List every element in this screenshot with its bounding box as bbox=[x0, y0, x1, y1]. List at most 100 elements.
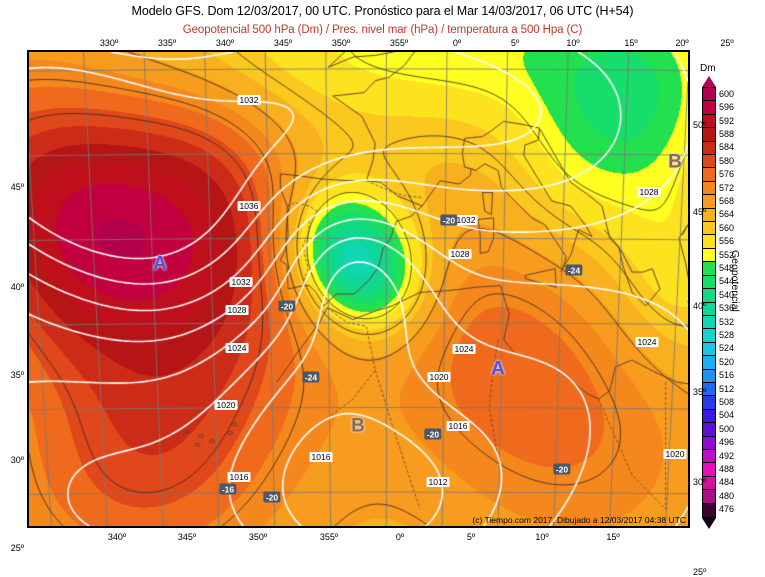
colorbar-swatch bbox=[703, 101, 715, 115]
pressure-contour-label: 1028 bbox=[448, 249, 472, 259]
axis-tick-lon-top: 25º bbox=[720, 38, 734, 48]
colorbar-strip bbox=[702, 87, 716, 518]
axis-tick-lon-top: 340º bbox=[215, 38, 235, 48]
axis-tick-lon-bottom: 15º bbox=[606, 532, 620, 542]
colorbar-title: Geopotencial bbox=[729, 250, 741, 312]
colorbar-tick-label: 492 bbox=[719, 450, 735, 461]
colorbar-swatch bbox=[703, 503, 715, 517]
colorbar-swatch bbox=[703, 436, 715, 450]
temperature-contour-label: -20 bbox=[278, 300, 296, 312]
colorbar-tick-label: 588 bbox=[719, 128, 735, 139]
pressure-contour-label: 1016 bbox=[309, 452, 333, 462]
colorbar-tick-label: 532 bbox=[719, 316, 735, 327]
axis-tick-lon-top: 15º bbox=[624, 38, 638, 48]
colorbar-swatch bbox=[703, 248, 715, 263]
colorbar-tick-label: 548 bbox=[719, 262, 735, 273]
page-subtitle: Geopotencial 500 hPa (Dm) / Pres. nivel … bbox=[182, 24, 583, 36]
colorbar-swatch bbox=[703, 463, 715, 477]
pressure-contour-label: 1028 bbox=[225, 305, 249, 315]
colorbar-tick-label: 556 bbox=[719, 236, 735, 247]
temperature-contour-label: -16 bbox=[219, 483, 237, 495]
colorbar-tick-label: 496 bbox=[719, 437, 735, 448]
temperature-contour-label: -24 bbox=[565, 264, 583, 276]
colorbar-swatch bbox=[703, 423, 715, 437]
colorbar-swatch bbox=[703, 342, 715, 357]
axis-tick-lat-left: 25º bbox=[10, 543, 24, 553]
colorbar-tick-label: 564 bbox=[719, 209, 735, 220]
pressure-contour-label: 1020 bbox=[214, 400, 238, 410]
high-pressure-marker: A bbox=[153, 253, 167, 275]
high-pressure-marker: A bbox=[491, 358, 505, 380]
colorbar-swatch bbox=[703, 88, 715, 102]
axis-tick-lat-right: 45º bbox=[693, 207, 707, 217]
colorbar-tick-label: 536 bbox=[719, 303, 735, 314]
credit-text: (c) Tiempo.com 2017. Dibujado a 12/03/20… bbox=[472, 515, 686, 525]
axis-tick-lon-top: 5º bbox=[510, 38, 520, 48]
axis-tick-lon-top: 330º bbox=[99, 38, 119, 48]
colorbar-tick-label: 512 bbox=[719, 383, 735, 394]
temperature-contour-label: -20 bbox=[424, 428, 442, 440]
colorbar-swatch bbox=[703, 329, 715, 343]
colorbar-tick-label: 484 bbox=[719, 477, 735, 488]
colorbar-swatch bbox=[703, 409, 715, 424]
colorbar-swatch bbox=[703, 369, 715, 383]
low-pressure-marker: B bbox=[668, 151, 682, 173]
colorbar-tick-label: 524 bbox=[719, 343, 735, 354]
colorbar-tick-label: 508 bbox=[719, 397, 735, 408]
pressure-contour-label: 1024 bbox=[225, 343, 249, 353]
low-pressure-marker: B bbox=[351, 415, 365, 437]
axis-tick-lon-top: 0º bbox=[452, 38, 462, 48]
colorbar-swatch bbox=[703, 382, 715, 397]
axis-tick-lon-bottom: 5º bbox=[466, 532, 476, 542]
colorbar-swatch bbox=[703, 356, 715, 370]
pressure-contour-label: 1028 bbox=[637, 187, 661, 197]
colorbar-arrow-up-icon bbox=[702, 76, 716, 87]
pressure-contour-label: 1032 bbox=[454, 215, 478, 225]
pressure-contour-label: 1020 bbox=[663, 449, 687, 459]
temperature-contour-label: -20 bbox=[553, 463, 571, 475]
colorbar-swatch bbox=[703, 208, 715, 223]
colorbar-swatch bbox=[703, 235, 715, 249]
colorbar-arrow-down-icon bbox=[702, 518, 716, 529]
colorbar-tick-label: 596 bbox=[719, 102, 735, 113]
map-annotation-layer: 1032 1036 1032 1028 1032 1028 1028 1024 1024 1024… bbox=[29, 52, 688, 526]
weather-chart-page: Modelo GFS. Dom 12/03/2017, 00 UTC. Pron… bbox=[10, 4, 741, 577]
colorbar-tick-label: 560 bbox=[719, 222, 735, 233]
axis-tick-lon-bottom: 0º bbox=[395, 532, 405, 542]
weather-map[interactable]: 1032 1036 1032 1028 1032 1028 1028 1024 1024 1024… bbox=[27, 50, 690, 528]
colorbar-swatch bbox=[703, 155, 715, 169]
colorbar-tick-label: 500 bbox=[719, 423, 735, 434]
axis-tick-lon-top: 20º bbox=[675, 38, 689, 48]
colorbar-tick-label: 540 bbox=[719, 289, 735, 300]
axis-tick-lon-top: 355º bbox=[389, 38, 409, 48]
colorbar-tick-label: 580 bbox=[719, 155, 735, 166]
pressure-contour-label: 1036 bbox=[237, 201, 261, 211]
pressure-contour-label: 1016 bbox=[227, 472, 251, 482]
colorbar-tick-label: 528 bbox=[719, 330, 735, 341]
colorbar-tick-label: 520 bbox=[719, 356, 735, 367]
colorbar-swatch bbox=[703, 181, 715, 196]
colorbar-tick-label: 552 bbox=[719, 249, 735, 260]
axis-tick-lat-left: 30º bbox=[10, 455, 24, 465]
colorbar-swatch bbox=[703, 114, 715, 129]
axis-tick-lon-top: 335º bbox=[157, 38, 177, 48]
axis-tick-lon-bottom: 350º bbox=[248, 532, 268, 542]
colorbar-swatch bbox=[703, 490, 715, 504]
pressure-contour-label: 1032 bbox=[229, 277, 253, 287]
temperature-contour-label: -24 bbox=[302, 371, 320, 383]
colorbar-swatch bbox=[703, 195, 715, 209]
axis-tick-lat-right: 30º bbox=[693, 477, 707, 487]
pressure-contour-label: 1032 bbox=[237, 95, 261, 105]
colorbar-swatch bbox=[703, 449, 715, 464]
axis-tick-lat-right: 40º bbox=[693, 301, 707, 311]
colorbar-tick-label: 576 bbox=[719, 169, 735, 180]
pressure-contour-label: 1012 bbox=[426, 477, 450, 487]
axis-tick-lon-bottom: 355º bbox=[319, 532, 339, 542]
pressure-contour-label: 1020 bbox=[427, 372, 451, 382]
axis-tick-lon-bottom: 10º bbox=[535, 532, 549, 542]
colorbar-swatch bbox=[703, 275, 715, 290]
axis-tick-lon-top: 350º bbox=[331, 38, 351, 48]
axis-tick-lat-right: 25º bbox=[693, 567, 707, 577]
temperature-contour-label: -20 bbox=[263, 491, 281, 503]
colorbar-tick-label: 480 bbox=[719, 490, 735, 501]
